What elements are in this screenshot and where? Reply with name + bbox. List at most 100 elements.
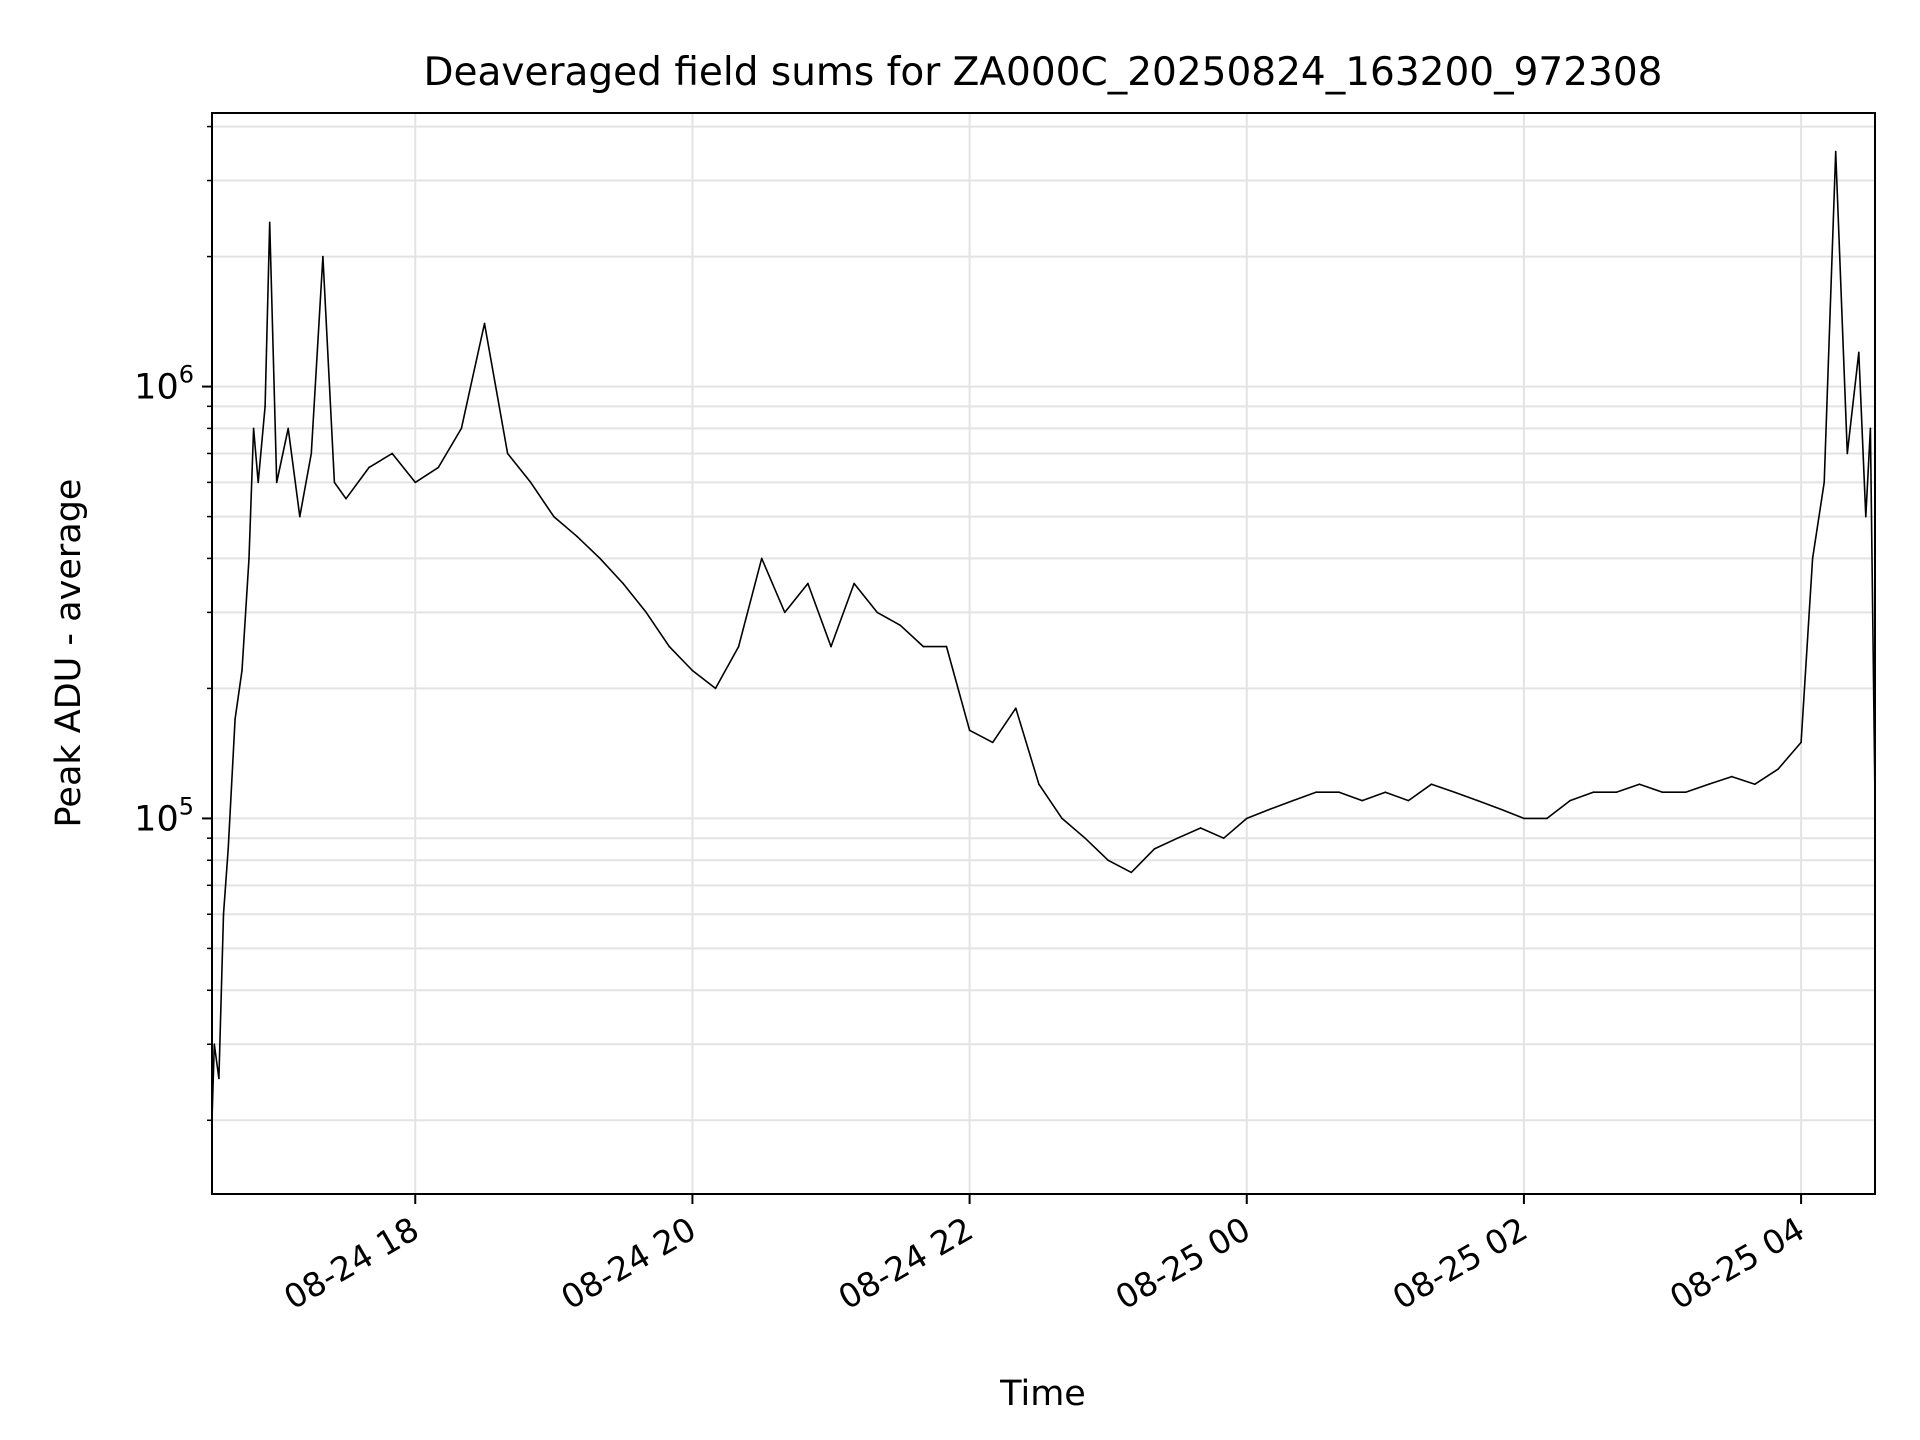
data-point <box>1811 557 1814 560</box>
data-point <box>1800 741 1802 744</box>
data-point <box>1500 808 1502 811</box>
data-point <box>1199 827 1202 829</box>
plot-frame <box>211 112 1876 1195</box>
data-point <box>1430 783 1433 786</box>
data-point <box>622 582 624 585</box>
data-point <box>1858 351 1860 354</box>
data-point <box>1869 427 1872 430</box>
data-point <box>714 687 717 690</box>
data-point <box>264 405 266 408</box>
data-point <box>784 611 786 614</box>
data-point <box>1292 799 1294 802</box>
data-point <box>1384 791 1387 794</box>
data-point <box>599 557 601 560</box>
data-point <box>1834 150 1837 153</box>
data-point <box>213 1043 216 1046</box>
data-point <box>241 669 243 672</box>
data-point <box>1338 791 1340 794</box>
data-point <box>1615 791 1618 794</box>
minor-gridlines-y <box>212 125 1875 1122</box>
data-point <box>1661 791 1664 794</box>
data-point <box>807 582 809 585</box>
data-point <box>298 515 301 518</box>
data-point <box>691 669 694 672</box>
data-point <box>437 466 440 469</box>
data-point <box>234 718 236 720</box>
data-point <box>737 645 740 648</box>
gridlines-x <box>414 113 1803 1194</box>
data-point <box>391 452 393 455</box>
data-point <box>1823 481 1825 484</box>
data-point <box>922 645 925 648</box>
data-point <box>668 645 671 648</box>
data-point <box>1453 791 1456 794</box>
y-axis-ticks: 105 106 <box>134 125 212 1122</box>
data-point <box>1130 871 1133 874</box>
data-point <box>1061 817 1063 820</box>
data-point <box>287 427 290 430</box>
data-point <box>1777 768 1779 771</box>
data-point <box>368 466 370 469</box>
data-point <box>760 557 763 560</box>
data-point <box>876 611 878 614</box>
data-point <box>1014 707 1017 709</box>
data-point <box>257 481 259 484</box>
data-point <box>345 497 347 500</box>
data-point <box>830 645 832 648</box>
data-point <box>333 481 336 484</box>
data-point <box>1407 799 1410 802</box>
data-point <box>1846 452 1849 455</box>
x-axis-label: Time <box>999 1374 1086 1414</box>
data-point <box>1153 848 1156 850</box>
data-point <box>1730 775 1733 778</box>
series-layer <box>211 150 1876 1122</box>
data-point <box>227 848 229 850</box>
data-point <box>1107 859 1109 862</box>
y-tick-label: 105 <box>134 792 194 839</box>
data-point <box>275 481 278 484</box>
data-point <box>1361 799 1364 802</box>
data-point <box>1222 837 1225 839</box>
data-point <box>1084 837 1086 839</box>
data-point <box>1569 799 1571 802</box>
series-line <box>211 150 1876 1121</box>
y-axis-label: Peak ADU - average <box>49 479 89 828</box>
data-point <box>1864 515 1867 518</box>
data-point <box>1269 808 1271 811</box>
data-point <box>1592 791 1595 794</box>
chart-title: Deaveraged field sums for ZA000C_2025082… <box>424 50 1663 95</box>
data-point <box>991 741 994 744</box>
major-gridlines-y <box>212 385 1875 820</box>
data-point <box>252 427 255 430</box>
data-point <box>1476 799 1479 802</box>
data-point <box>576 535 578 538</box>
data-point <box>483 322 486 325</box>
data-point <box>1754 783 1756 786</box>
data-point <box>1038 783 1040 786</box>
data-point <box>945 645 948 648</box>
data-point <box>1546 817 1548 820</box>
data-point <box>460 427 463 430</box>
data-point <box>310 452 313 455</box>
data-point <box>1684 791 1687 794</box>
data-point <box>322 255 324 258</box>
data-point <box>529 481 532 484</box>
data-point <box>414 481 417 484</box>
data-point <box>853 582 855 585</box>
data-point <box>218 1077 220 1080</box>
data-point <box>506 452 509 455</box>
data-point <box>248 557 250 560</box>
y-tick-label: 106 <box>134 361 194 408</box>
data-point <box>1523 817 1525 820</box>
data-point <box>1245 817 1248 820</box>
data-point <box>268 221 271 224</box>
data-point <box>553 515 555 518</box>
data-point <box>1638 783 1641 786</box>
data-point <box>1707 783 1710 786</box>
data-point <box>1315 791 1317 794</box>
data-point <box>899 624 902 627</box>
data-point <box>645 611 648 614</box>
data-point <box>222 913 225 916</box>
